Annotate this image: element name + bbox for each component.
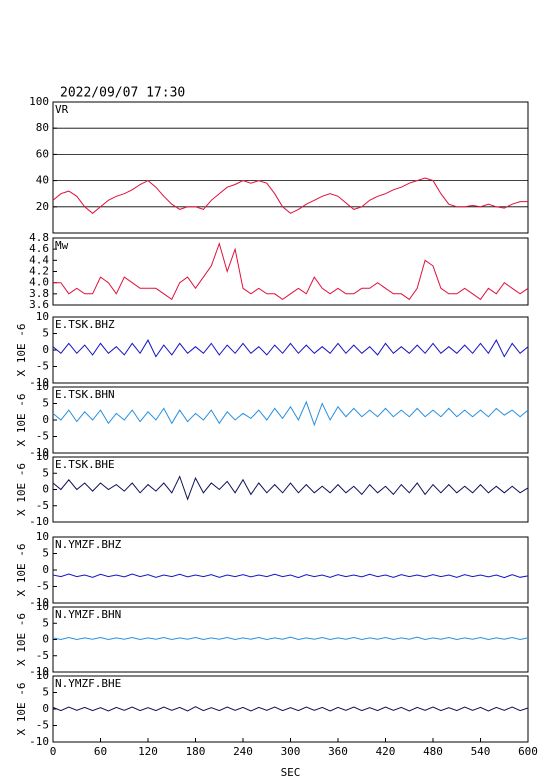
y-tick-label: 10 bbox=[36, 530, 49, 543]
y-tick-label: 10 bbox=[36, 600, 49, 613]
y-axis-label: X 10E -6 bbox=[15, 394, 28, 447]
panel-label: E.TSK.BHN bbox=[55, 388, 115, 401]
y-tick-label: 4.0 bbox=[29, 276, 49, 289]
y-tick-label: -10 bbox=[29, 596, 49, 609]
trace bbox=[52, 636, 529, 641]
x-tick-label: 180 bbox=[186, 745, 206, 758]
panel-label: N.YMZF.BHN bbox=[55, 608, 121, 621]
y-tick-label: -10 bbox=[29, 735, 49, 748]
panel-label: Mw bbox=[55, 239, 69, 252]
y-tick-label: 40 bbox=[36, 174, 49, 187]
y-tick-label: 5 bbox=[42, 466, 49, 479]
trace bbox=[52, 573, 529, 579]
y-axis-label: X 10E -6 bbox=[15, 544, 28, 597]
trace bbox=[52, 706, 529, 712]
y-tick-label: -5 bbox=[36, 360, 49, 373]
x-tick-label: 240 bbox=[233, 745, 253, 758]
y-tick-label: -5 bbox=[36, 649, 49, 662]
y-tick-label: 10 bbox=[36, 310, 49, 323]
x-tick-label: 120 bbox=[138, 745, 158, 758]
y-tick-label: 100 bbox=[29, 95, 49, 108]
y-tick-label: -5 bbox=[36, 719, 49, 732]
y-tick-label: -5 bbox=[36, 430, 49, 443]
y-tick-label: -10 bbox=[29, 515, 49, 528]
y-tick-label: -10 bbox=[29, 665, 49, 678]
y-tick-label: 3.6 bbox=[29, 298, 49, 311]
trace bbox=[52, 475, 529, 501]
y-tick-label: 4.2 bbox=[29, 265, 49, 278]
y-tick-label: 0 bbox=[42, 633, 49, 646]
x-tick-label: 600 bbox=[518, 745, 538, 758]
y-tick-label: 0 bbox=[42, 483, 49, 496]
y-axis-label: X 10E -6 bbox=[15, 683, 28, 736]
y-tick-label: 0 bbox=[42, 343, 49, 356]
x-tick-label: 420 bbox=[376, 745, 396, 758]
x-tick-label: 60 bbox=[94, 745, 107, 758]
y-tick-label: -10 bbox=[29, 376, 49, 389]
trace bbox=[52, 400, 529, 427]
trace bbox=[52, 177, 528, 214]
chart-title: 2022/09/07 17:30 bbox=[60, 86, 185, 101]
panel-frame bbox=[52, 675, 529, 743]
y-tick-label: 5 bbox=[42, 547, 49, 560]
y-tick-label: 10 bbox=[36, 380, 49, 393]
x-tick-label: 480 bbox=[423, 745, 443, 758]
y-tick-label: 80 bbox=[36, 121, 49, 134]
panel-label: E.TSK.BHZ bbox=[55, 318, 115, 331]
x-tick-label: 0 bbox=[50, 745, 57, 758]
y-axis-label: X 10E -6 bbox=[15, 613, 28, 666]
y-tick-label: 4.6 bbox=[29, 242, 49, 255]
y-tick-label: 0 bbox=[42, 702, 49, 715]
panel-frame bbox=[52, 456, 529, 523]
y-tick-label: 0 bbox=[42, 563, 49, 576]
y-tick-label: 10 bbox=[36, 450, 49, 463]
y-axis-label: X 10E -6 bbox=[15, 324, 28, 377]
y-axis-label: X 10E -6 bbox=[15, 463, 28, 516]
y-tick-label: -10 bbox=[29, 446, 49, 459]
panel-frame bbox=[52, 536, 529, 604]
panel-label: VR bbox=[55, 103, 69, 116]
y-tick-label: 4.4 bbox=[29, 253, 49, 266]
y-tick-label: 60 bbox=[36, 147, 49, 160]
y-tick-label: 5 bbox=[42, 327, 49, 340]
panel-frame bbox=[52, 237, 529, 306]
y-tick-label: -5 bbox=[36, 499, 49, 512]
x-tick-label: 540 bbox=[471, 745, 491, 758]
y-tick-label: 4.8 bbox=[29, 231, 49, 244]
panel-label: N.YMZF.BHZ bbox=[55, 538, 122, 551]
y-tick-label: 0 bbox=[42, 413, 49, 426]
panel-label: E.TSK.BHE bbox=[55, 458, 115, 471]
x-tick-label: 360 bbox=[328, 745, 348, 758]
trace bbox=[53, 241, 529, 301]
panel-frame bbox=[52, 316, 529, 384]
y-tick-label: 5 bbox=[42, 686, 49, 699]
y-tick-label: 5 bbox=[42, 397, 49, 410]
y-tick-label: 20 bbox=[36, 200, 49, 213]
y-tick-label: -5 bbox=[36, 580, 49, 593]
y-tick-label: 5 bbox=[42, 616, 49, 629]
y-tick-label: 3.8 bbox=[29, 287, 49, 300]
y-tick-label: 10 bbox=[36, 669, 49, 682]
x-axis-label: SEC bbox=[281, 766, 301, 779]
trace bbox=[52, 339, 529, 358]
x-tick-label: 300 bbox=[281, 745, 301, 758]
panel-label: N.YMZF.BHE bbox=[55, 677, 121, 690]
